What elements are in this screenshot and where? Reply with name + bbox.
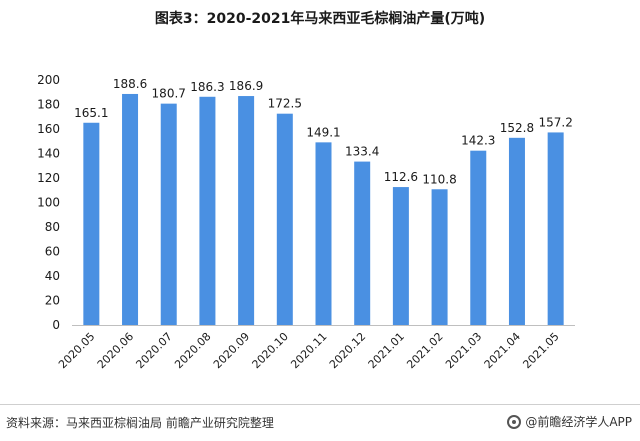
footer-divider	[0, 404, 640, 405]
x-tick-label: 2021.01	[366, 330, 407, 371]
y-tick-label: 160	[37, 122, 60, 136]
data-labels: 165.1 188.6 180.7 186.3 186.9 172.5 149.1 133.4…	[74, 77, 573, 186]
data-label: 186.3	[190, 80, 224, 94]
x-tick-label: 2020.07	[133, 330, 174, 371]
data-label: 152.8	[500, 121, 534, 135]
x-tick-label: 2021.05	[520, 330, 561, 371]
bar-chart: 0 20 40 60 80 100 120 140 160 180 200 165.1 188.6 18…	[37, 73, 575, 371]
x-tick-label: 2020.08	[172, 330, 213, 371]
y-tick-label: 120	[37, 171, 60, 185]
bar	[199, 96, 216, 325]
data-label: 172.5	[268, 97, 302, 111]
bar	[431, 189, 448, 325]
x-tick-label: 2021.04	[482, 330, 523, 371]
bar	[470, 150, 487, 325]
bar	[315, 142, 332, 325]
y-tick-label: 60	[45, 245, 60, 259]
x-tick-label: 2020.11	[288, 330, 329, 371]
data-label: 165.1	[74, 106, 108, 120]
x-tick-label: 2021.03	[443, 330, 484, 371]
bar	[276, 113, 293, 325]
data-label: 133.4	[345, 145, 379, 159]
bar	[83, 122, 100, 325]
data-label: 112.6	[384, 170, 418, 184]
data-label: 110.8	[422, 172, 456, 186]
data-label: 188.6	[113, 77, 147, 91]
y-tick-label: 100	[37, 196, 60, 210]
chart-title: 图表3：2020-2021年马来西亚毛棕榈油产量(万吨)	[154, 11, 486, 27]
x-tick-label: 2020.12	[327, 330, 368, 371]
y-tick-label: 40	[45, 269, 60, 283]
x-tick-label: 2021.02	[404, 330, 445, 371]
data-label: 186.9	[229, 79, 263, 93]
bar	[160, 103, 177, 325]
data-label: 157.2	[538, 115, 572, 129]
bar	[354, 161, 371, 325]
x-tick-label: 2020.06	[95, 330, 136, 371]
x-tick-label: 2020.09	[211, 330, 252, 371]
x-tick-label: 2020.10	[250, 330, 291, 371]
y-tick-label: 180	[37, 98, 60, 112]
bar	[547, 132, 564, 325]
bar	[238, 96, 255, 325]
brand-attribution: @前瞻经济学人APP	[507, 413, 632, 430]
bar	[122, 93, 139, 325]
y-tick-label: 140	[37, 147, 60, 161]
data-label: 180.7	[152, 87, 186, 101]
y-tick-label: 20	[45, 294, 60, 308]
brand-logo-icon	[507, 414, 522, 429]
x-tick-label: 2020.05	[56, 330, 97, 371]
y-tick-label: 200	[37, 73, 60, 87]
data-label: 142.3	[461, 134, 495, 148]
y-axis: 0 20 40 60 80 100 120 140 160 180 200	[37, 73, 60, 332]
y-tick-label: 0	[52, 318, 60, 332]
brand-text: @前瞻经济学人APP	[525, 415, 632, 429]
bar-series	[83, 93, 564, 325]
x-axis: 2020.052020.062020.072020.082020.092020.…	[56, 330, 562, 371]
y-tick-label: 80	[45, 220, 60, 234]
bar	[508, 137, 525, 325]
data-label: 149.1	[306, 125, 340, 139]
bar	[392, 187, 409, 325]
source-note: 资料来源：马来西亚棕榈油局 前瞻产业研究院整理	[6, 416, 274, 430]
